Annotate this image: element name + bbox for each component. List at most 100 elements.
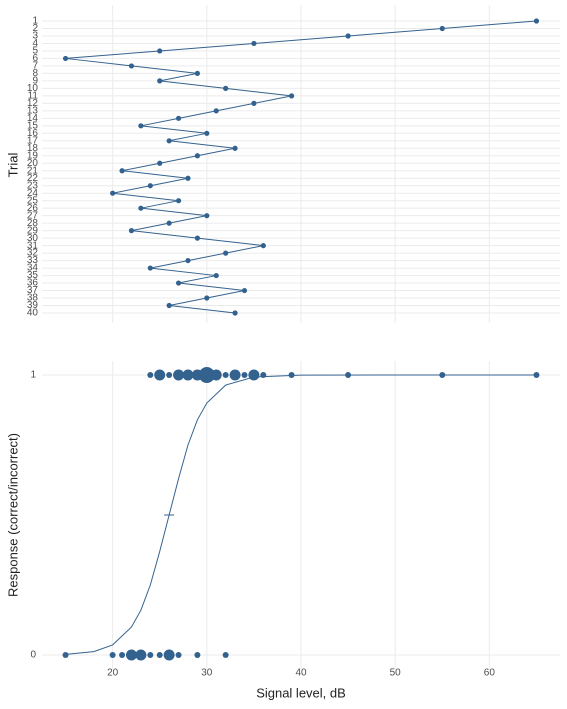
- y-tick-label: 32: [27, 248, 39, 259]
- trial-point: [204, 295, 210, 301]
- response-point: [147, 652, 154, 658]
- x-tick-label: 20: [107, 668, 119, 679]
- y-tick-label: 33: [27, 255, 39, 266]
- response-point: [119, 652, 126, 658]
- trial-point: [251, 40, 257, 47]
- y-tick-label: 8: [32, 68, 38, 79]
- trial-point: [260, 243, 266, 249]
- response-point: [194, 652, 201, 658]
- y-tick-label: 19: [27, 150, 39, 161]
- trial-point: [241, 287, 248, 294]
- fit-curve: [65, 374, 537, 655]
- trial-point: [62, 55, 69, 62]
- y-tick-label: 6: [32, 53, 38, 64]
- y-tick-label: 31: [27, 240, 39, 251]
- trial-point: [166, 138, 172, 144]
- y-tick-label: 9: [32, 76, 38, 87]
- response-point: [154, 369, 166, 381]
- y-tick-label: 10: [27, 83, 39, 94]
- trial-point: [232, 310, 238, 316]
- trial-point: [166, 220, 172, 226]
- response-point: [260, 372, 267, 378]
- trial-point: [147, 265, 153, 271]
- trial-point: [223, 85, 229, 91]
- trial-point: [194, 235, 200, 241]
- trial-point: [138, 205, 144, 211]
- response-point: [248, 369, 260, 381]
- y-tick-label: 30: [27, 233, 39, 244]
- y-tick-label: 34: [27, 263, 39, 274]
- y-tick-label: 14: [27, 113, 39, 124]
- response-point: [156, 652, 163, 658]
- y-tick-label: 18: [27, 143, 39, 154]
- trial-point: [119, 168, 125, 174]
- y-tick-label: 5: [32, 46, 38, 57]
- y-tick-label: 39: [27, 300, 39, 311]
- y-tick-label: 35: [27, 270, 39, 281]
- response-point: [439, 372, 446, 378]
- trial-point: [185, 257, 191, 264]
- trial-point: [175, 280, 182, 286]
- y-tick-label: 38: [27, 293, 39, 304]
- trial-point: [251, 100, 257, 106]
- y-tick-label: 25: [27, 195, 39, 206]
- trial-line: [65, 20, 537, 314]
- response-point: [135, 649, 147, 661]
- trial-point: [194, 153, 200, 159]
- trial-point: [166, 302, 172, 309]
- trial-point: [175, 115, 182, 121]
- trial-point: [157, 78, 163, 84]
- y-tick-label: 40: [27, 308, 39, 319]
- y-tick-label: 13: [27, 105, 39, 116]
- y-tick-label: 1: [32, 16, 38, 27]
- y-tick-label: 24: [27, 188, 39, 199]
- trial-point: [128, 228, 135, 234]
- response-point: [198, 367, 215, 383]
- y-tick-label: 2: [32, 23, 38, 34]
- y-tick-label: 17: [27, 135, 39, 146]
- response-point: [288, 372, 295, 378]
- y-tick-label: 1: [30, 370, 36, 381]
- y-tick-label: 3: [32, 31, 38, 42]
- response-point: [222, 372, 229, 378]
- trial-point: [288, 93, 295, 99]
- response-point: [229, 369, 241, 381]
- y-tick-label: 16: [27, 128, 39, 139]
- trial-point: [204, 213, 210, 219]
- x-tick-label: 30: [201, 668, 213, 679]
- x-tick-label: 50: [390, 668, 402, 679]
- y-tick-label: 4: [32, 38, 38, 49]
- trial-point: [138, 123, 144, 129]
- y-tick-label: 29: [27, 225, 39, 236]
- y-tick-label: 36: [27, 278, 39, 289]
- trial-point: [157, 160, 163, 166]
- y-tick-label: 22: [27, 173, 39, 184]
- y-tick-label: 28: [27, 218, 39, 229]
- response-point: [163, 649, 175, 661]
- response-point: [125, 649, 137, 661]
- y-tick-label: 27: [27, 210, 39, 221]
- trial-point: [175, 198, 182, 204]
- y-tick-label: 26: [27, 203, 39, 214]
- response-point: [210, 369, 222, 381]
- trial-point: [232, 145, 238, 151]
- trial-point: [213, 108, 219, 114]
- response-point: [222, 652, 229, 658]
- x-tick-label: 60: [484, 668, 496, 679]
- trial-point: [223, 250, 229, 256]
- y-axis-title: Response (correct/incorrect): [5, 433, 20, 597]
- y-tick-label: 37: [27, 285, 39, 296]
- response-point: [173, 369, 185, 381]
- trial-point: [185, 175, 191, 181]
- y-tick-label: 23: [27, 180, 39, 191]
- response-point: [62, 652, 69, 658]
- response-point: [182, 369, 194, 381]
- response-point: [147, 372, 154, 378]
- y-tick-label: 11: [28, 91, 39, 102]
- y-tick-label: 20: [27, 158, 39, 169]
- y-tick-label: 0: [30, 650, 36, 661]
- trial-point: [194, 70, 200, 77]
- y-tick-label: 21: [27, 165, 39, 176]
- trial-point: [345, 33, 351, 39]
- response-point: [533, 372, 540, 378]
